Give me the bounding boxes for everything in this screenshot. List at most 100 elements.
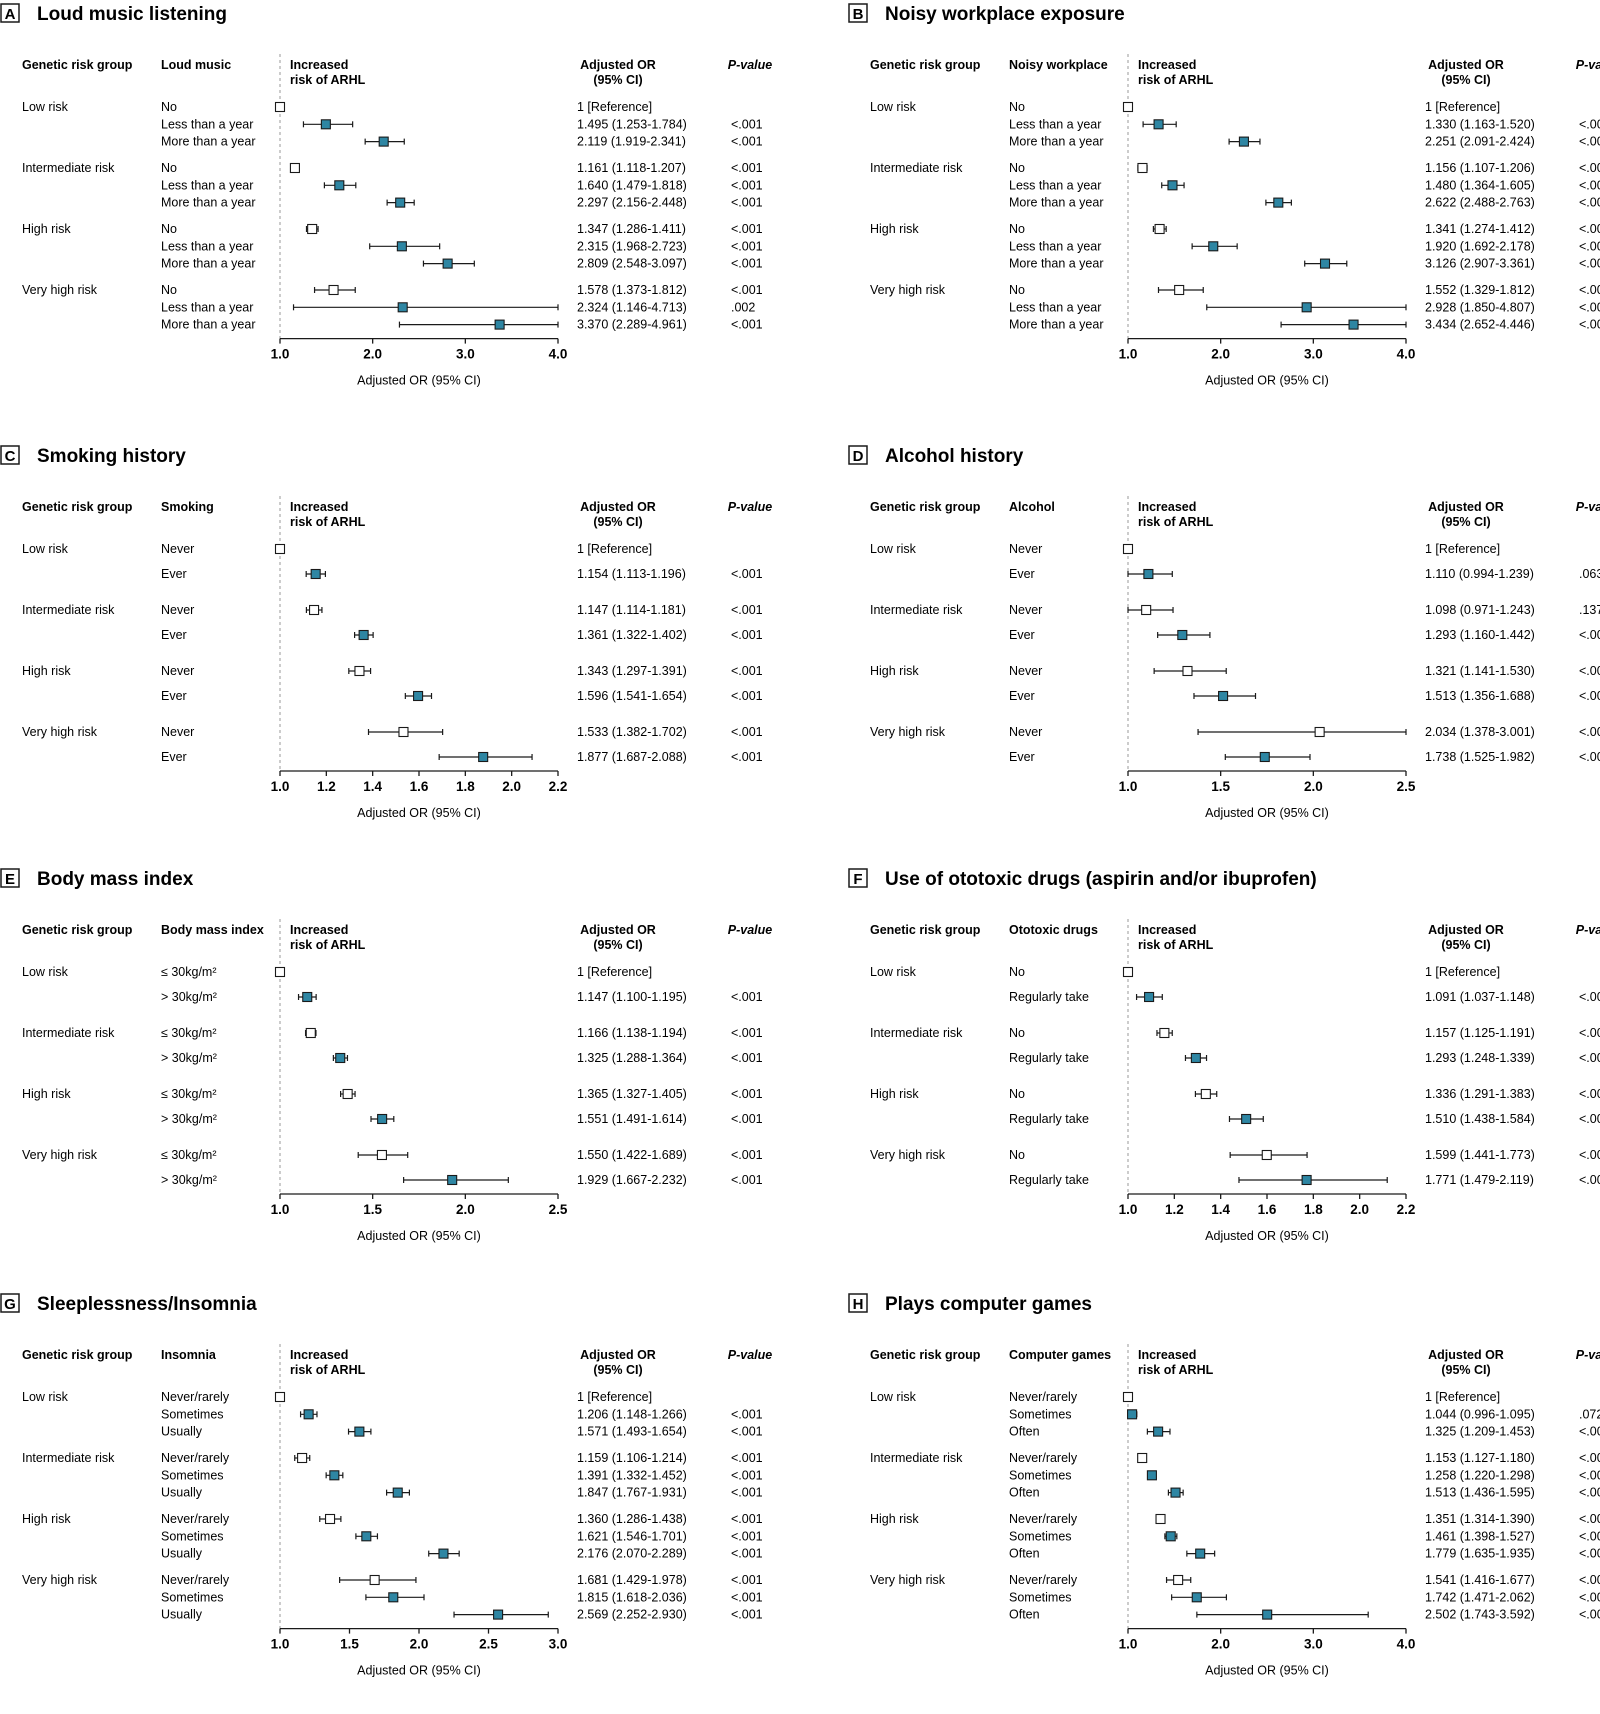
or-point-marker [1195, 1548, 1206, 1559]
exposure-level-label: More than a year [161, 318, 256, 332]
risk-group-label: Very high risk [870, 725, 946, 739]
header-risk-of-arhl: risk of ARHL [1138, 938, 1214, 952]
p-value-label: <.001 [1579, 664, 1600, 678]
panel-letter: G [4, 1296, 16, 1313]
risk-group-label: Very high risk [870, 1573, 946, 1587]
exposure-level-label: Sometimes [161, 1529, 224, 1543]
header-ci: (95% CI) [593, 1363, 642, 1377]
or-ci-label: 1.098 (0.971-1.243) [1425, 603, 1535, 617]
x-tick-label: 2.0 [1211, 1637, 1230, 1652]
header-genetic-risk-group: Genetic risk group [22, 58, 133, 72]
panel-letter-box [848, 1293, 868, 1313]
or-point-marker [1127, 1409, 1138, 1420]
or-ci-label: 2.502 (1.743-3.592) [1425, 1608, 1535, 1622]
exposure-level-label: Sometimes [1009, 1407, 1072, 1421]
or-point-marker [1122, 101, 1134, 113]
or-point-marker [369, 1574, 380, 1586]
exposure-level-label: No [1009, 161, 1025, 175]
header-exposure: Insomnia [161, 1348, 217, 1362]
or-ci-label: 1.599 (1.441-1.773) [1425, 1148, 1535, 1162]
x-tick-label: 4.0 [1397, 1637, 1416, 1652]
exposure-level-label: Often [1009, 1425, 1040, 1439]
or-ci-label: 2.034 (1.378-3.001) [1425, 725, 1535, 739]
or-ci-label: 2.119 (1.919-2.341) [577, 135, 686, 149]
or-point-marker [1182, 665, 1193, 677]
or-point-marker [324, 1513, 336, 1525]
exposure-level-label: Never/rarely [161, 1573, 230, 1587]
exposure-level-label: Never/rarely [1009, 1390, 1078, 1404]
header-adjusted-or: Adjusted OR [580, 1348, 656, 1362]
exposure-level-label: Regularly take [1009, 990, 1089, 1004]
or-point-marker [1177, 629, 1188, 641]
or-point-marker [1301, 1174, 1312, 1186]
panel-b: B Noisy workplace exposure Genetic risk gr… [848, 0, 1600, 424]
header-increased: Increased [290, 500, 348, 514]
exposure-level-label: Less than a year [161, 117, 253, 131]
x-tick-label: 1.0 [271, 1637, 290, 1652]
exposure-level-label: Usually [161, 1608, 203, 1622]
exposure-level-label: Never [161, 664, 194, 678]
or-ci-label: 1.110 (0.994-1.239) [1425, 567, 1534, 581]
risk-group-label: Intermediate risk [22, 603, 115, 617]
exposure-level-label: Never/rarely [1009, 1512, 1078, 1526]
p-value-label: <.001 [731, 1451, 763, 1465]
exposure-level-label: > 30kg/m² [161, 1112, 217, 1126]
risk-group-label: High risk [870, 664, 919, 678]
or-point-marker [1153, 119, 1164, 130]
exposure-level-label: Regularly take [1009, 1051, 1089, 1065]
header-increased: Increased [290, 58, 348, 72]
header-genetic-risk-group: Genetic risk group [22, 1348, 133, 1362]
x-tick-label: 4.0 [1397, 347, 1416, 362]
panel-letter-box [0, 3, 20, 23]
exposure-level-label: > 30kg/m² [161, 1173, 217, 1187]
p-value-label: <.001 [731, 1590, 763, 1604]
x-tick-label: 1.5 [363, 1202, 382, 1217]
or-ci-label: 2.297 (2.156-2.448) [577, 196, 687, 210]
header-exposure: Ototoxic drugs [1009, 923, 1098, 937]
or-ci-label: 1.495 (1.253-1.784) [577, 117, 687, 131]
panel-f: F Use of ototoxic drugs (aspirin and/or i… [848, 865, 1600, 1289]
risk-group-label: Low risk [22, 965, 69, 979]
or-ci-label: 1 [Reference] [577, 100, 652, 114]
exposure-level-label: Never [1009, 542, 1042, 556]
p-value-label: <.001 [1579, 283, 1600, 297]
risk-group-label: Low risk [22, 1390, 69, 1404]
x-tick-label: 3.0 [456, 347, 475, 362]
or-point-marker [413, 690, 424, 702]
x-tick-label: 1.0 [271, 779, 290, 794]
exposure-level-label: Sometimes [1009, 1468, 1072, 1482]
or-point-marker [289, 162, 300, 174]
or-ci-label: 1.513 (1.356-1.688) [1425, 689, 1535, 703]
p-value-label: <.001 [731, 628, 763, 642]
header-adjusted-or: Adjusted OR [1428, 923, 1504, 937]
risk-group-label: High risk [870, 222, 919, 236]
or-ci-label: 1.156 (1.107-1.206) [1425, 161, 1535, 175]
panel-title: Plays computer games [885, 1294, 1092, 1315]
p-value-label: <.001 [731, 1407, 763, 1421]
x-tick-label: 3.0 [1304, 347, 1323, 362]
or-point-marker [1167, 180, 1178, 191]
or-ci-label: 1.343 (1.297-1.391) [577, 664, 687, 678]
exposure-level-label: Often [1009, 1486, 1040, 1500]
or-ci-label: 1.578 (1.373-1.812) [577, 283, 687, 297]
or-point-marker [1191, 1592, 1202, 1603]
p-value-label: <.001 [731, 1512, 763, 1526]
or-point-marker [1241, 1113, 1252, 1125]
header-ci: (95% CI) [1441, 515, 1490, 529]
or-ci-label: 1.815 (1.618-2.036) [577, 1590, 687, 1604]
or-ci-label: 1.552 (1.329-1.812) [1425, 283, 1535, 297]
or-point-marker [1154, 223, 1165, 235]
or-ci-label: 2.622 (2.488-2.763) [1425, 196, 1535, 210]
exposure-level-label: Ever [161, 750, 187, 764]
exposure-level-label: Sometimes [161, 1590, 224, 1604]
or-ci-label: 1.154 (1.113-1.196) [577, 567, 686, 581]
header-adjusted-or: Adjusted OR [1428, 1348, 1504, 1362]
or-ci-label: 1.681 (1.429-1.978) [577, 1573, 687, 1587]
panel-a: A Loud music listening Genetic risk group L… [0, 0, 800, 424]
or-point-marker [361, 1531, 372, 1542]
or-point-marker [328, 284, 339, 296]
or-point-marker [1319, 258, 1331, 269]
header-exposure: Noisy workplace [1009, 58, 1108, 72]
header-increased: Increased [290, 923, 348, 937]
panel-letter: C [5, 448, 16, 465]
